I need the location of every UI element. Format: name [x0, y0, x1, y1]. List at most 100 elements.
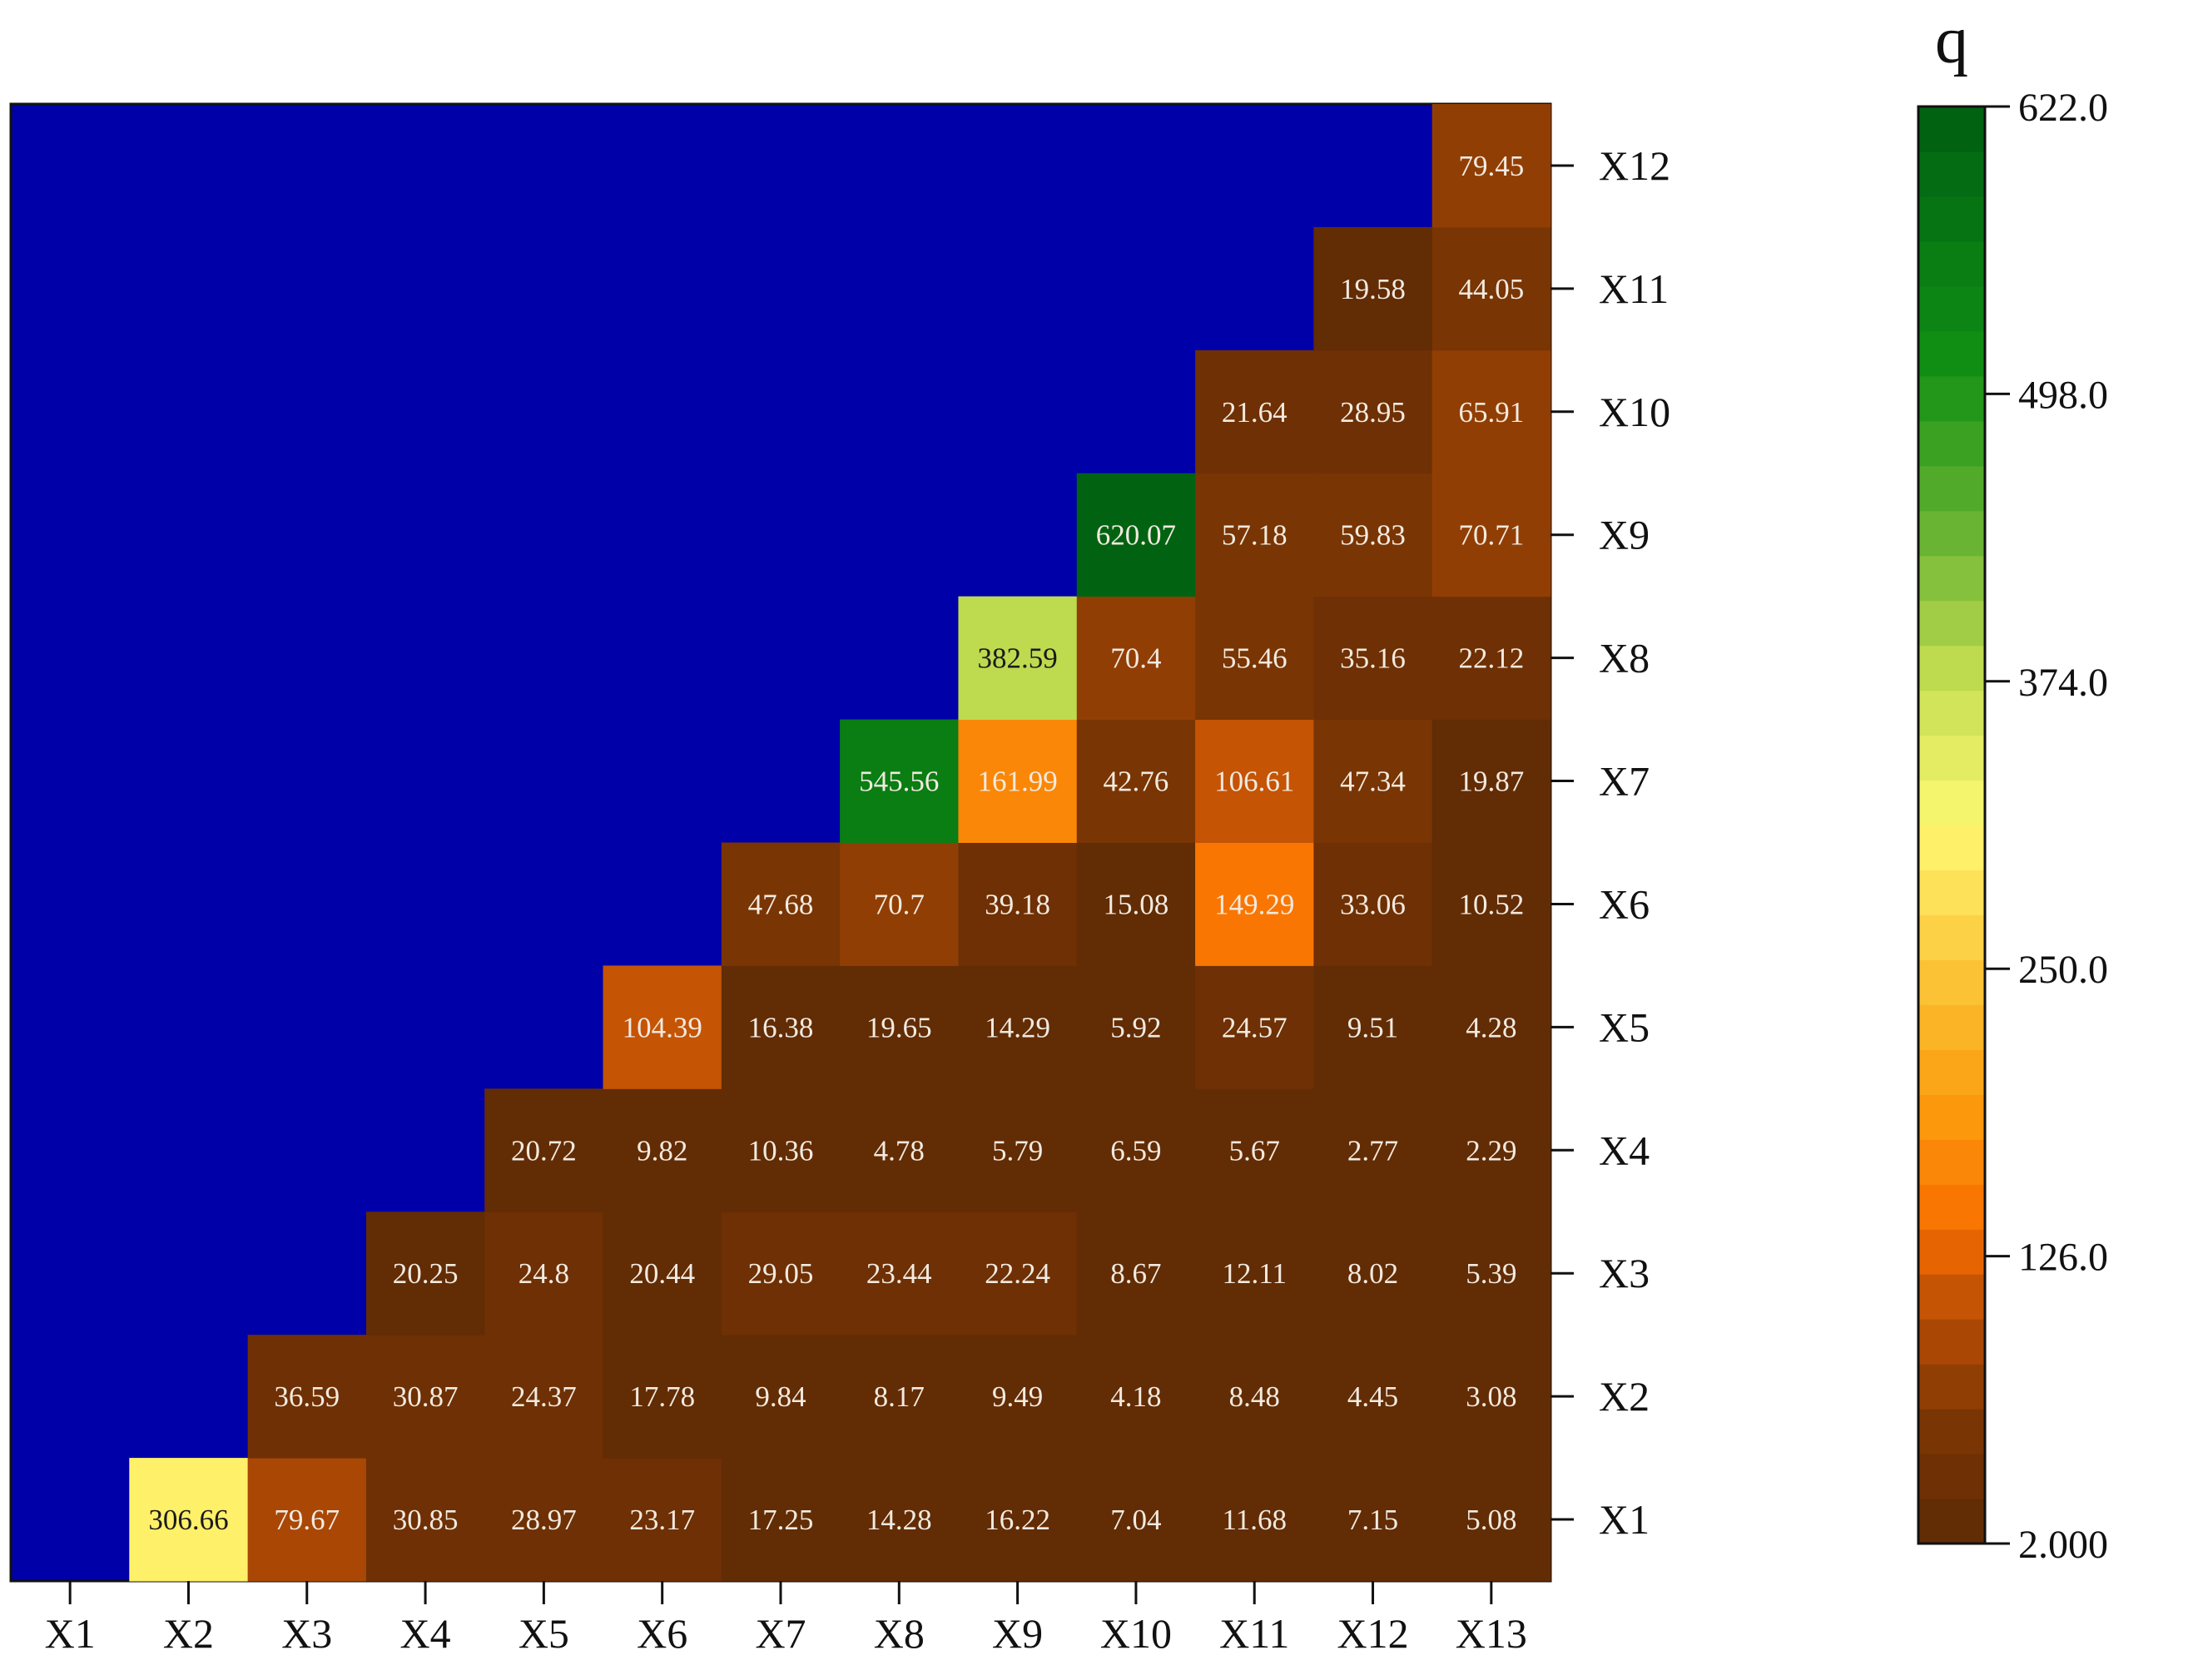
heatmap-cell	[1313, 719, 1433, 843]
heatmap-cell	[1431, 1458, 1551, 1582]
cell-value-label: 16.22	[985, 1504, 1050, 1536]
cell-value-label: 79.67	[274, 1504, 340, 1536]
cell-value-label: 20.44	[629, 1257, 695, 1290]
colorbar-tick-label: 374.0	[2018, 661, 2108, 705]
colorbar-swatch	[1918, 1364, 1985, 1410]
cell-value-label: 65.91	[1458, 396, 1524, 429]
cell-value-label: 11.68	[1223, 1504, 1287, 1536]
cell-value-label: 106.61	[1214, 766, 1294, 798]
heatmap-cell	[247, 1458, 367, 1582]
cell-value-label: 44.05	[1458, 273, 1524, 305]
cell-value-label: 23.17	[629, 1504, 695, 1536]
heatmap-cell	[958, 1212, 1078, 1336]
y-tick-label: X5	[1599, 1004, 1650, 1050]
cell-value-label: 59.83	[1340, 519, 1406, 552]
x-axis: X1 X2 X3 X4 X5 X6 X7 X8 X9 X10 X11 X12 X13	[45, 1581, 1527, 1657]
x-tick-label: X9	[992, 1610, 1043, 1657]
cell-value-label: 10.36	[748, 1134, 814, 1167]
cell-value-label: 306.66	[148, 1504, 228, 1536]
cell-value-label: 36.59	[274, 1380, 340, 1413]
colorbar-swatch	[1918, 1004, 1985, 1050]
cell-value-label: 5.79	[992, 1134, 1043, 1167]
cell-value-label: 2.77	[1347, 1134, 1398, 1167]
heatmap-cell	[365, 1212, 485, 1336]
colorbar-swatch	[1918, 1454, 1985, 1499]
colorbar-swatch	[1918, 1274, 1985, 1320]
cell-value-label: 9.51	[1347, 1011, 1398, 1043]
colorbar-swatch	[1918, 240, 1985, 287]
y-tick-label: X6	[1599, 880, 1650, 927]
cell-value-label: 19.58	[1340, 273, 1406, 305]
cell-value-label: 19.87	[1458, 766, 1524, 798]
heatmap-cells	[129, 104, 1551, 1582]
y-tick-label: X11	[1599, 265, 1669, 312]
cell-value-label: 545.56	[859, 766, 939, 798]
cell-value-label: 8.48	[1229, 1380, 1280, 1413]
y-axis: X1 X2 X3 X4 X5 X6 X7 X8 X9 X10 X11 X12	[1550, 142, 1670, 1543]
x-tick-label: X5	[518, 1610, 569, 1657]
colorbar-swatch	[1918, 735, 1985, 781]
x-tick-label: X12	[1337, 1610, 1408, 1657]
cell-value-label: 14.28	[866, 1504, 932, 1536]
heatmap-cell	[958, 1335, 1078, 1459]
heatmap-cell	[1076, 1335, 1196, 1459]
cell-value-label: 30.87	[393, 1380, 459, 1413]
heatmap-cell	[603, 965, 722, 1089]
colorbar-swatch	[1918, 1229, 1985, 1275]
colorbar-swatch	[1918, 196, 1985, 242]
colorbar-title: q	[1935, 4, 1968, 77]
cell-value-label: 5.67	[1229, 1134, 1280, 1167]
x-tick-label: X2	[163, 1610, 214, 1657]
colorbar-swatch	[1918, 1094, 1985, 1140]
cell-value-label: 8.17	[874, 1380, 925, 1413]
colorbar-swatch	[1918, 151, 1985, 197]
heatmap-cell	[1195, 1458, 1314, 1582]
heatmap-cell-labels: 306.66 79.67 30.85 28.97 23.17 17.25 14.28 16.2…	[148, 150, 1524, 1536]
cell-value-label: 19.65	[866, 1011, 932, 1043]
x-tick-label: X7	[755, 1610, 806, 1657]
heatmap-cell	[721, 1458, 841, 1582]
heatmap-cell	[1313, 1458, 1433, 1582]
heatmap-cell	[1313, 1088, 1433, 1212]
heatmap-cell	[1431, 1088, 1551, 1212]
y-tick-label: X7	[1599, 758, 1650, 805]
heatmap-cell	[1313, 473, 1433, 597]
y-tick-label: X9	[1599, 512, 1650, 558]
colorbar-swatch	[1918, 107, 1985, 152]
colorbar-swatch	[1918, 1319, 1985, 1365]
heatmap-cell	[1431, 349, 1551, 474]
y-tick-label: X10	[1599, 389, 1670, 435]
heatmap-cell	[1195, 473, 1314, 597]
heatmap-cell	[1076, 1458, 1196, 1582]
heatmap-cell	[603, 1212, 722, 1336]
cell-value-label: 24.8	[518, 1257, 569, 1290]
cell-value-label: 9.49	[992, 1380, 1043, 1413]
heatmap-cell	[1313, 349, 1433, 474]
heatmap-cell	[484, 1458, 604, 1582]
colorbar-swatch	[1918, 959, 1985, 1005]
heatmap-cell	[1076, 1088, 1196, 1212]
cell-value-label: 70.71	[1458, 519, 1524, 552]
y-tick-label: X4	[1599, 1127, 1650, 1173]
heatmap-cell	[1195, 349, 1314, 474]
heatmap-cell	[958, 965, 1078, 1089]
colorbar-swatch	[1918, 375, 1985, 422]
heatmap-cell	[129, 1458, 249, 1582]
cell-value-label: 24.37	[511, 1380, 577, 1413]
x-tick-label: X3	[281, 1610, 332, 1657]
heatmap-cell	[1076, 596, 1196, 721]
cell-value-label: 42.76	[1104, 766, 1169, 798]
cell-value-label: 7.04	[1110, 1504, 1161, 1536]
heatmap-cell	[365, 1458, 485, 1582]
heatmap-cell	[1431, 965, 1551, 1089]
colorbar-swatch	[1918, 420, 1985, 467]
colorbar-swatch	[1918, 780, 1985, 826]
colorbar-tick-label: 2.000	[2018, 1523, 2108, 1567]
cell-value-label: 104.39	[623, 1011, 702, 1043]
heatmap-cell	[1431, 1335, 1551, 1459]
y-tick-label: X12	[1599, 142, 1670, 189]
colorbar-frame	[1917, 105, 1987, 1545]
y-tick-label: X1	[1599, 1496, 1650, 1543]
cell-value-label: 382.59	[977, 642, 1057, 675]
